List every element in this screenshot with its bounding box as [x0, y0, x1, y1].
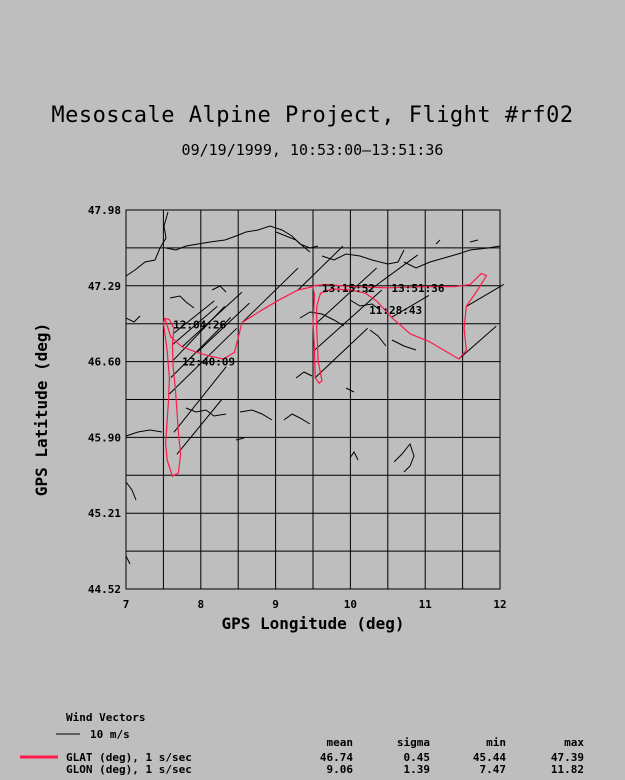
- x-tick-label: 10: [344, 598, 357, 611]
- coastline-segment: [239, 409, 273, 421]
- x-tick-label: 7: [123, 598, 130, 611]
- coastline-segment: [283, 413, 311, 425]
- stats-value: 45.44: [473, 751, 506, 764]
- time-annotation: 13:51:36: [392, 282, 445, 295]
- x-tick-label: 11: [419, 598, 433, 611]
- coastline-segment: [125, 315, 141, 323]
- time-annotations: 12:04:26 12:40:09 13:15:52 13:51:36 11:28:43: [173, 282, 445, 368]
- coastline-segment: [369, 329, 387, 347]
- wind-vector: [241, 267, 299, 324]
- y-tick-label: 45.21: [88, 507, 121, 520]
- wind-vector: [176, 399, 223, 455]
- stats-header: sigma: [397, 736, 430, 749]
- legend: Wind Vectors 10 m/s mean sigma min max GLAT (d…: [20, 711, 584, 776]
- coastline-segment: [125, 211, 169, 277]
- x-tick-label: 8: [197, 598, 204, 611]
- coastline-segment: [125, 555, 131, 565]
- wind-vector: [173, 366, 227, 433]
- y-axis-label: GPS Latitude (deg): [32, 323, 51, 496]
- time-annotation: 12:04:26: [173, 318, 226, 331]
- coastline-segment: [393, 442, 415, 473]
- stats-value: 11.82: [551, 763, 584, 776]
- coastline-segment: [299, 311, 345, 327]
- y-tick-label: 47.29: [88, 280, 121, 293]
- time-annotation: 11:28:43: [369, 304, 422, 317]
- coastline-segment: [125, 481, 137, 501]
- time-annotation: 13:15:52: [322, 282, 375, 295]
- wind-vector: [458, 325, 497, 360]
- y-tick-label: 47.98: [88, 204, 121, 217]
- axis-labels: GPS Longitude (deg) GPS Latitude (deg): [32, 323, 405, 633]
- wind-vector: [169, 327, 238, 395]
- coastline-segment: [435, 239, 441, 245]
- chart-subtitle: 09/19/1999, 10:53:00–13:51:36: [181, 141, 444, 159]
- x-tick-label: 9: [272, 598, 279, 611]
- wind-vector: [314, 327, 368, 378]
- track-line: [162, 272, 488, 478]
- coastline-segment: [211, 285, 227, 293]
- wind-vector: [314, 289, 383, 351]
- coastline-segment: [403, 245, 501, 269]
- x-tick-label: 12: [493, 598, 506, 611]
- stats-header: max: [564, 736, 584, 749]
- axis-ticks: 7 8 9 10 11 12 44.52 45.21 45.90 46.60 47.29 47.98: [88, 204, 507, 611]
- coastline-segment: [125, 429, 163, 437]
- wind-scale-label: 10 m/s: [90, 728, 130, 741]
- flight-track: [162, 272, 488, 478]
- wind-vector: [196, 302, 250, 353]
- coastline-segment: [349, 299, 381, 311]
- y-tick-label: 46.60: [88, 356, 121, 369]
- coastline-segment: [349, 451, 359, 461]
- stats-row-label: GLAT (deg), 1 s/sec: [66, 751, 192, 764]
- wind-vectors: [169, 245, 504, 455]
- coastline-segment: [391, 339, 417, 351]
- wind-vector: [391, 295, 430, 318]
- x-axis-label: GPS Longitude (deg): [221, 614, 404, 633]
- stats-value: 1.39: [404, 763, 431, 776]
- wind-vector: [181, 291, 243, 348]
- y-tick-label: 44.52: [88, 583, 121, 596]
- stats-header: min: [486, 736, 506, 749]
- wind-vectors-label: Wind Vectors: [66, 711, 145, 724]
- stats-value: 7.47: [480, 763, 507, 776]
- stats-header: mean: [327, 736, 354, 749]
- stats-value: 46.74: [320, 751, 353, 764]
- wind-vector: [316, 267, 377, 324]
- wind-vector: [297, 245, 344, 291]
- stats-row-label: GLON (deg), 1 s/sec: [66, 763, 192, 776]
- coastline-segment: [235, 437, 245, 441]
- coastline-segment: [169, 295, 195, 309]
- coastline-segment: [165, 225, 319, 251]
- time-annotation: 12:40:09: [182, 356, 235, 369]
- coastline-segment: [185, 407, 227, 417]
- wind-vector: [170, 316, 232, 378]
- coastline-segment: [275, 231, 311, 253]
- y-tick-label: 45.90: [88, 431, 121, 444]
- coastline-segment: [321, 249, 405, 265]
- coastline-segment: [469, 239, 479, 243]
- wind-vector: [466, 284, 504, 307]
- stats-value: 47.39: [551, 751, 584, 764]
- chart-title: Mesoscale Alpine Project, Flight #rf02: [51, 103, 574, 128]
- coastline-map: [125, 211, 501, 565]
- coastline-segment: [295, 371, 313, 379]
- stats-value: 9.06: [327, 763, 354, 776]
- stats-value: 0.45: [404, 751, 431, 764]
- wind-vector: [172, 300, 215, 335]
- grid-lines: [125, 209, 501, 590]
- wind-vector: [172, 306, 218, 346]
